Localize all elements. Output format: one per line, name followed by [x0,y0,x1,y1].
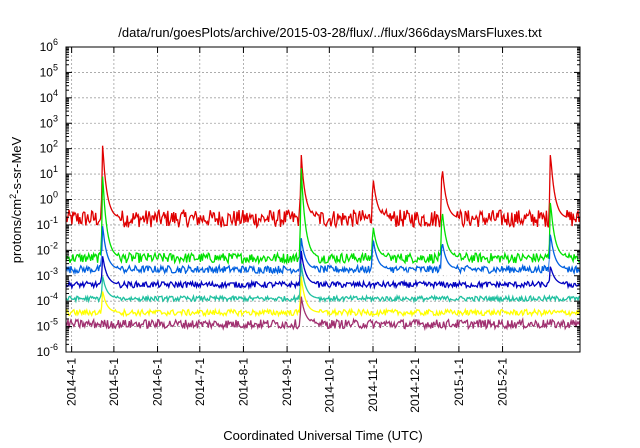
x-tick-label: 2015-1-1 [452,358,466,406]
y-tick-label: 10-2 [37,240,58,257]
y-axis: 10-610-510-410-310-210-11001011021031041… [37,37,580,359]
y-tick-label: 106 [40,37,58,54]
y-tick-exp: 2 [53,139,58,149]
y-tick-exp: 3 [53,113,58,123]
y-tick-label: 10-6 [37,342,58,359]
x-tick-label: 2014-10-1 [322,358,336,413]
y-tick-label: 10-3 [37,266,58,283]
y-tick-exp: 0 [53,190,58,200]
y-tick-exp: -5 [50,317,58,327]
y-tick-exp: -3 [50,266,58,276]
y-tick-label: 102 [40,139,58,156]
y-tick-base: 10 [37,218,51,232]
y-tick-base: 10 [40,116,54,130]
y-tick-label: 100 [40,190,58,207]
x-tick-label: 2014-6-1 [151,358,165,406]
x-tick-label: 2014-11-1 [366,358,380,412]
x-tick-label: 2014-9-1 [280,358,294,406]
x-tick-label: 2014-12-1 [408,358,422,413]
y-tick-base: 10 [40,40,54,54]
y-tick-exp: 4 [53,88,58,98]
y-tick-label: 10-1 [37,215,58,232]
y-tick-exp: -4 [50,291,58,301]
x-tick-label: 2015-2-1 [496,358,510,406]
y-tick-exp: 6 [53,37,58,47]
x-axis: 2014-4-1 2014-5-1 2014-6-1 2014-7-1 2014-8-1… [65,47,510,413]
series-line-7 [65,276,581,318]
grid [66,47,580,352]
y-tick-label: 104 [40,88,58,105]
y-tick-base: 10 [37,345,51,359]
y-tick-label: 105 [40,62,58,79]
series-group [65,145,581,332]
y-tick-exp: -6 [50,342,58,352]
y-axis-label-sup: 2 [8,194,18,199]
y-tick-base: 10 [37,243,51,257]
y-tick-base: 10 [40,142,54,156]
y-axis-label: protons/cm2-s-sr-MeV [8,136,24,263]
y-tick-base: 10 [37,269,51,283]
y-tick-base: 10 [40,193,54,207]
y-axis-label-rest: -s-sr-MeV [9,136,24,193]
series-line-6 [65,263,581,304]
series-line-4 [65,250,581,281]
x-tick-label: 2014-7-1 [193,358,207,406]
y-tick-exp: -1 [50,215,58,225]
y-tick-base: 10 [37,320,51,334]
x-tick-label: 2014-8-1 [236,358,250,406]
y-tick-exp: 5 [53,62,58,72]
series-line-2 [65,168,581,266]
y-tick-base: 10 [40,167,54,181]
x-tick-label: 2014-4-1 [65,358,79,406]
series-line-3 [65,226,581,276]
series-line-5 [65,250,581,290]
y-tick-exp: 1 [53,164,58,174]
y-tick-label: 103 [40,113,58,130]
y-tick-base: 10 [37,294,51,308]
chart-title: /data/run/goesPlots/archive/2015-03-28/f… [118,25,542,40]
y-axis-label-main: protons/cm [9,199,24,263]
y-tick-base: 10 [40,91,54,105]
y-tick-label: 101 [40,164,58,181]
y-tick-label: 10-4 [37,291,58,308]
y-tick-label: 10-5 [37,317,58,334]
series-line-8 [65,296,581,332]
y-tick-base: 10 [40,65,54,79]
x-axis-label: Coordinated Universal Time (UTC) [223,428,422,443]
series-line-1 [65,145,581,230]
x-tick-label: 2014-5-1 [107,358,121,406]
y-tick-exp: -2 [50,240,58,250]
